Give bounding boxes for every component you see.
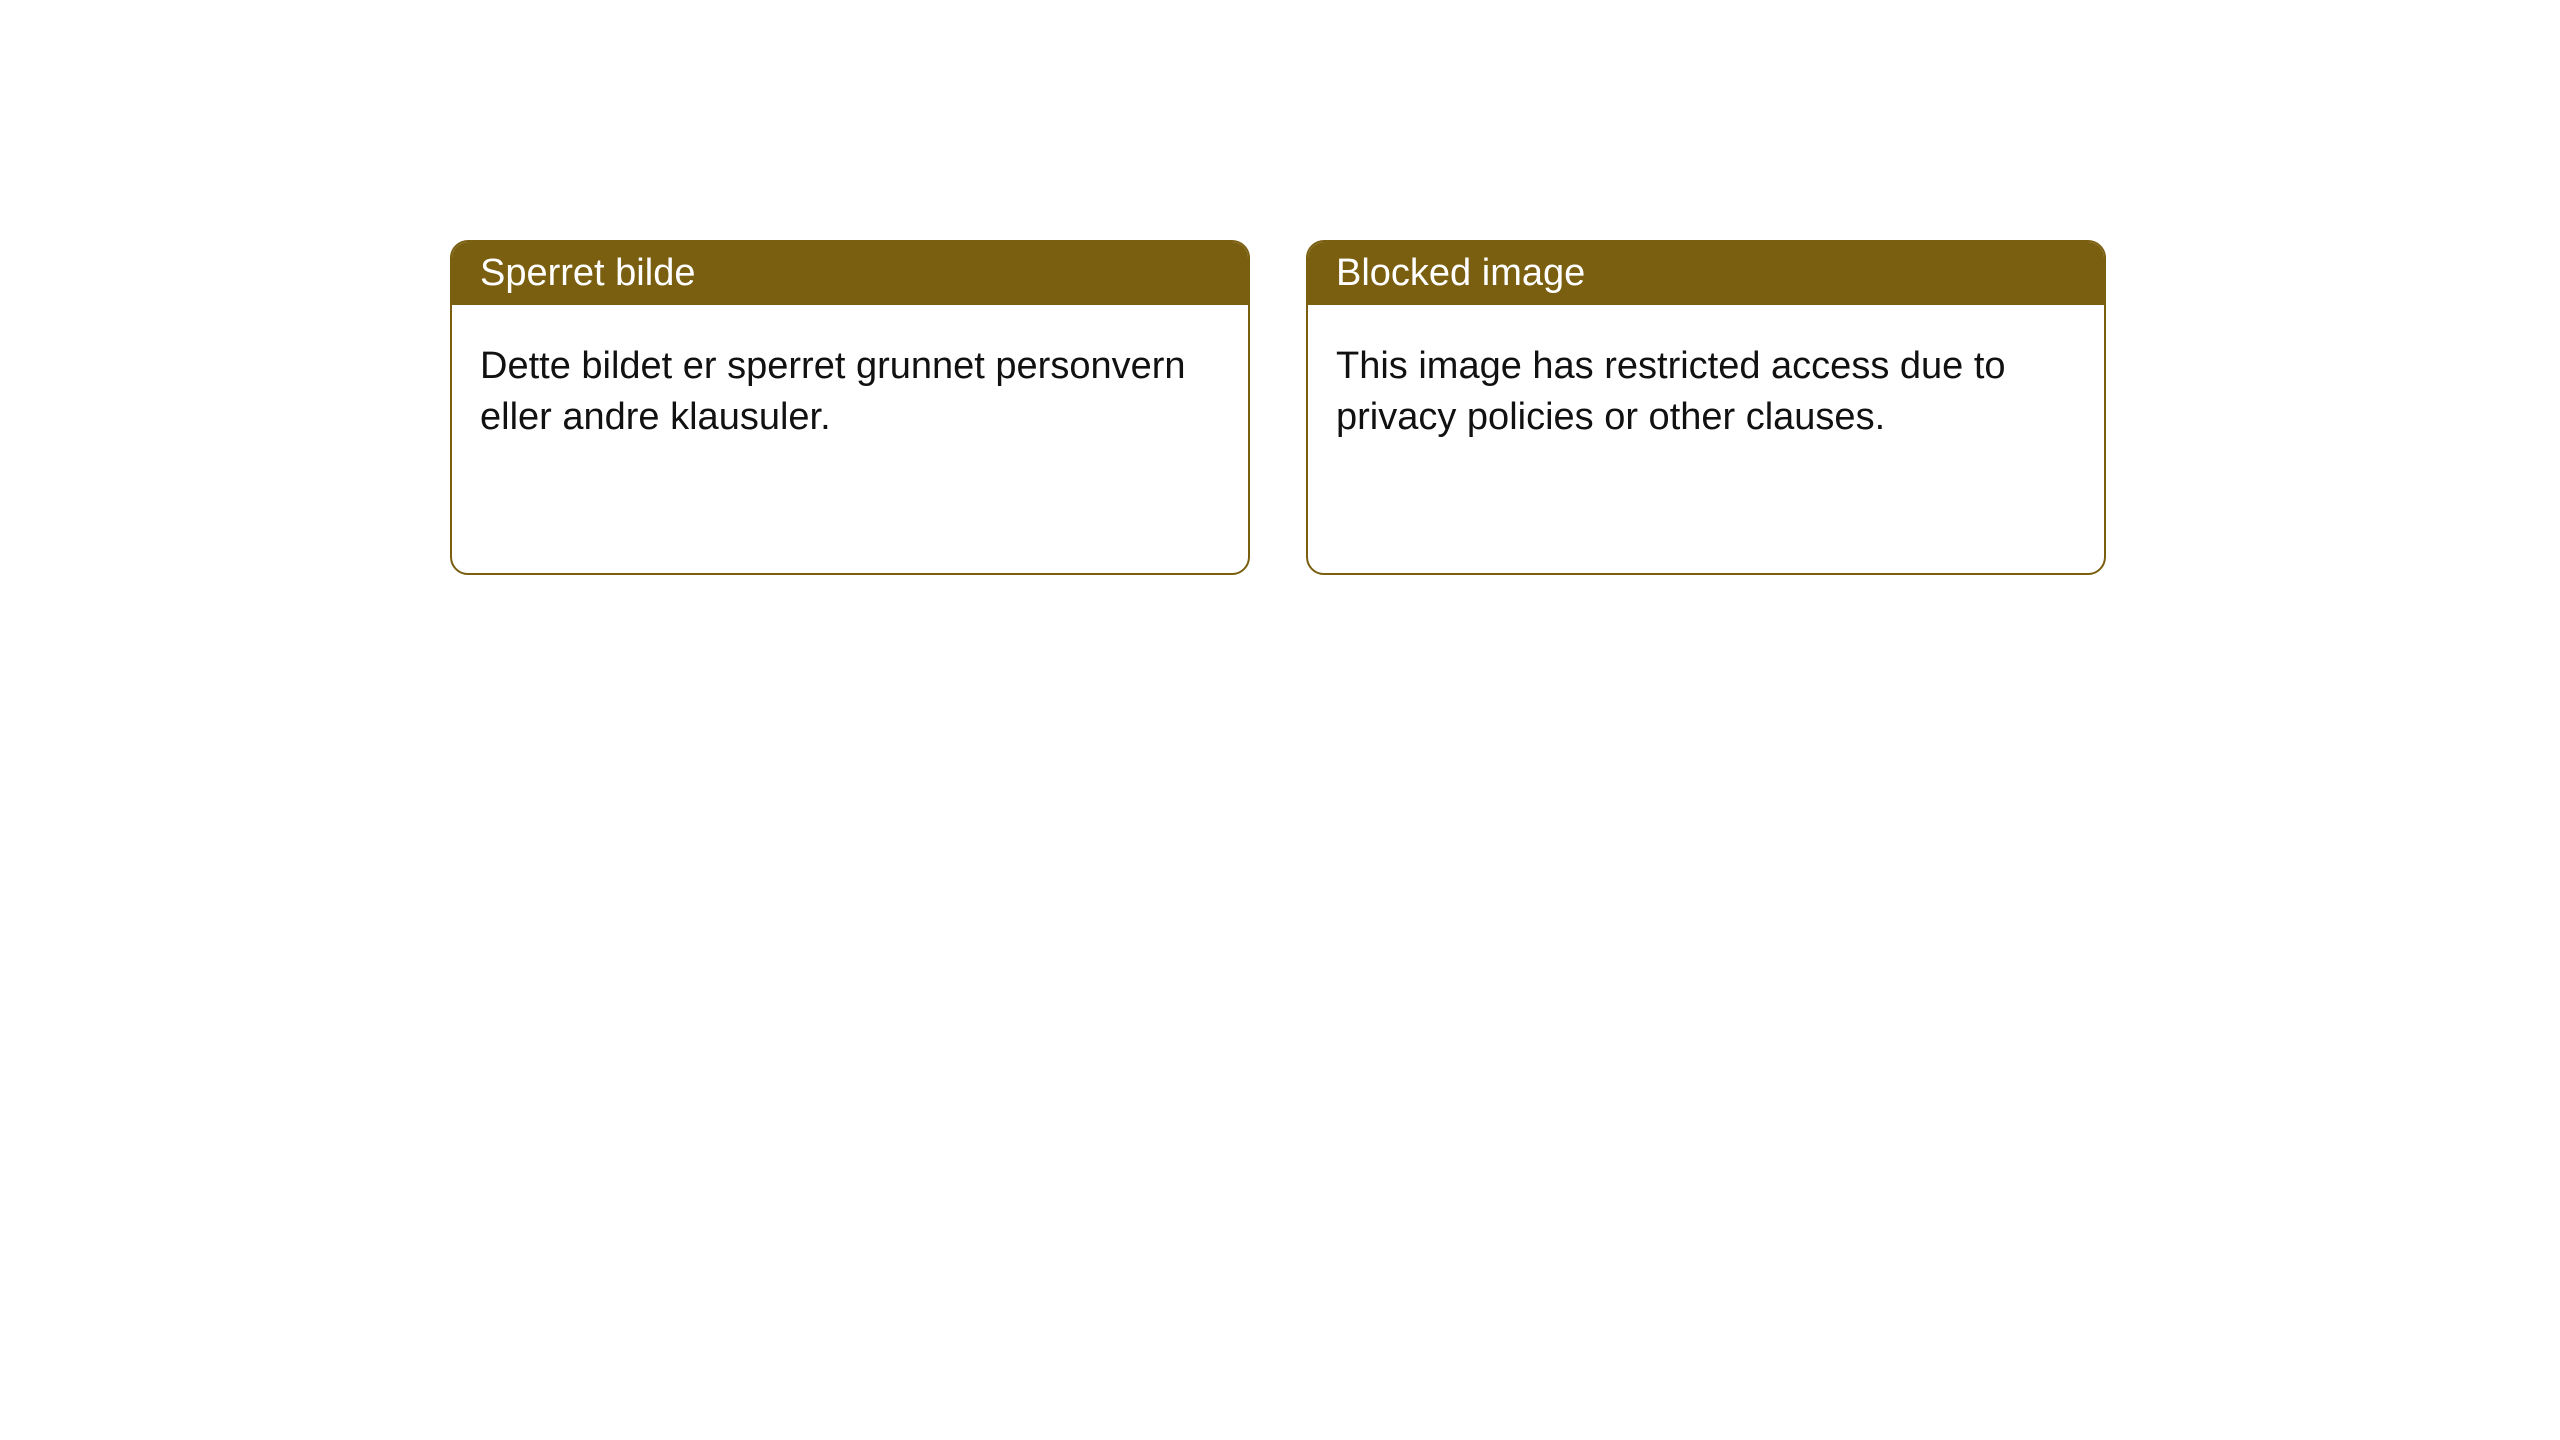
- notice-card-norwegian: Sperret bilde Dette bildet er sperret gr…: [450, 240, 1250, 575]
- notice-header: Blocked image: [1308, 242, 2104, 305]
- notice-container: Sperret bilde Dette bildet er sperret gr…: [0, 0, 2560, 575]
- notice-body: This image has restricted access due to …: [1308, 305, 2104, 480]
- notice-header: Sperret bilde: [452, 242, 1248, 305]
- notice-body: Dette bildet er sperret grunnet personve…: [452, 305, 1248, 480]
- notice-card-english: Blocked image This image has restricted …: [1306, 240, 2106, 575]
